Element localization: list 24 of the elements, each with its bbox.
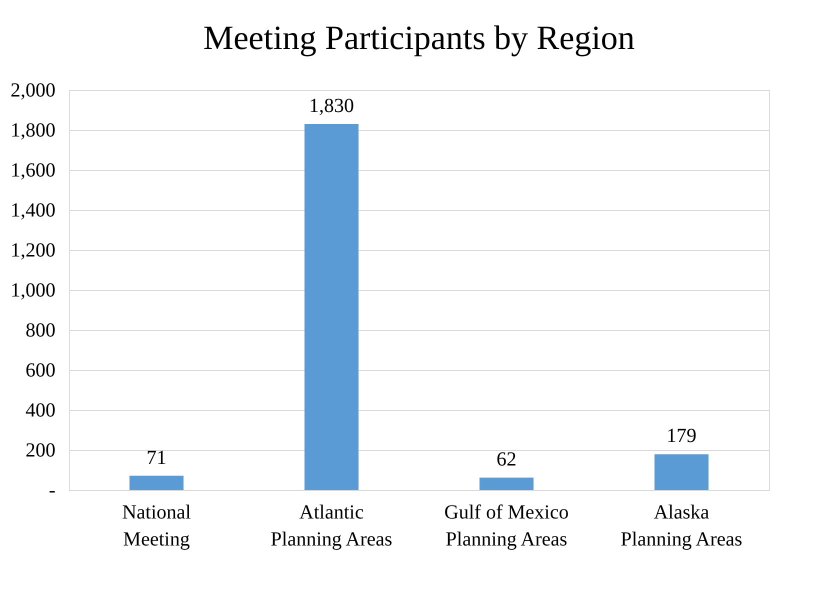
data-label: 71 xyxy=(146,446,166,469)
x-tick-label: Atlantic Planning Areas xyxy=(270,502,393,550)
y-tick-label: 600 xyxy=(26,360,56,382)
y-tick-label: 200 xyxy=(26,440,56,462)
bar xyxy=(654,454,708,490)
y-tick-label: 2,000 xyxy=(10,80,56,102)
y-tick-label: 400 xyxy=(26,400,56,422)
y-tick-label: 1,800 xyxy=(10,120,56,142)
data-label: 179 xyxy=(666,425,696,448)
bar xyxy=(480,478,534,490)
x-tick-label: Gulf of Mexico Planning Areas xyxy=(444,502,569,550)
x-tick-label: Alaska Planning Areas xyxy=(620,502,743,550)
bar xyxy=(304,124,358,490)
y-tick-label: 800 xyxy=(26,320,56,342)
data-label: 1,830 xyxy=(309,95,354,117)
y-tick-label: 1,400 xyxy=(10,200,56,222)
bar xyxy=(130,476,184,490)
chart-title: Meeting Participants by Region xyxy=(203,20,635,57)
y-tick-label: 1,600 xyxy=(10,160,56,182)
y-tick-label: 1,200 xyxy=(10,240,56,262)
x-tick-label: National Meeting xyxy=(122,502,192,550)
y-tick-label: 1,000 xyxy=(10,280,56,302)
data-label: 62 xyxy=(496,448,516,471)
y-tick-label: - xyxy=(48,480,56,502)
